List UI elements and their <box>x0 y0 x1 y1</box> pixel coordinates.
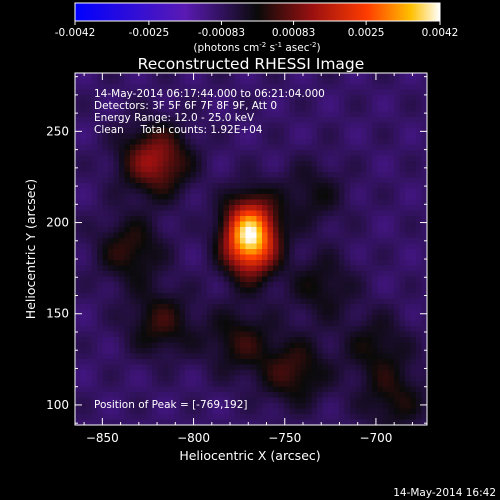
plot-frame <box>74 72 428 426</box>
annotation-energy-range: Energy Range: 12.0 - 25.0 keV <box>94 112 255 124</box>
colorbar-tick-label: 0.00083 <box>272 27 315 39</box>
annotation-time-range: 14-May-2014 06:17:44.000 to 06:21:04.000 <box>94 88 325 100</box>
x-tick-label: −850 <box>86 431 119 445</box>
colorbar-tick-label: -0.00083 <box>198 27 245 39</box>
annotation-detectors: Detectors: 3F 5F 6F 7F 8F 9F, Att 0 <box>94 100 277 112</box>
x-axis-label: Heliocentric X (arcsec) <box>179 448 320 463</box>
x-tick-label: −800 <box>177 431 210 445</box>
colorbar-tick-label: -0.0025 <box>129 27 170 39</box>
colorbar-tick-label: 0.0025 <box>348 27 385 39</box>
chart-title: Reconstructed RHESSI Image <box>138 55 365 73</box>
colorbar-tick-label: -0.0042 <box>55 27 96 39</box>
y-tick-label: 150 <box>46 307 69 321</box>
x-tick-label: −750 <box>268 431 301 445</box>
colorbar-tick-label: 0.0042 <box>422 27 459 39</box>
y-tick-label: 100 <box>46 398 69 412</box>
x-tick-label: −700 <box>359 431 392 445</box>
colorbar-ticks: -0.0042 -0.0025 -0.00083 0.00083 0.0025 0.004… <box>55 21 459 39</box>
axes: −850 −800 −750 −700 100 150 200 250 <box>46 73 427 445</box>
peak-position-label: Position of Peak = [-769,192] <box>94 399 248 411</box>
annotation-clean-counts: Clean Total counts: 1.92E+04 <box>94 124 263 136</box>
colorbar-unit-label: (photons cm-2 s-1 asec-2) <box>193 41 320 54</box>
footer-timestamp: 14-May-2014 16:42 <box>393 487 496 499</box>
y-tick-label: 200 <box>46 216 69 230</box>
colorbar <box>74 2 441 22</box>
y-axis-label: Heliocentric Y (arcsec) <box>23 179 38 319</box>
y-tick-label: 250 <box>46 124 69 138</box>
heatmap-image <box>75 73 427 425</box>
